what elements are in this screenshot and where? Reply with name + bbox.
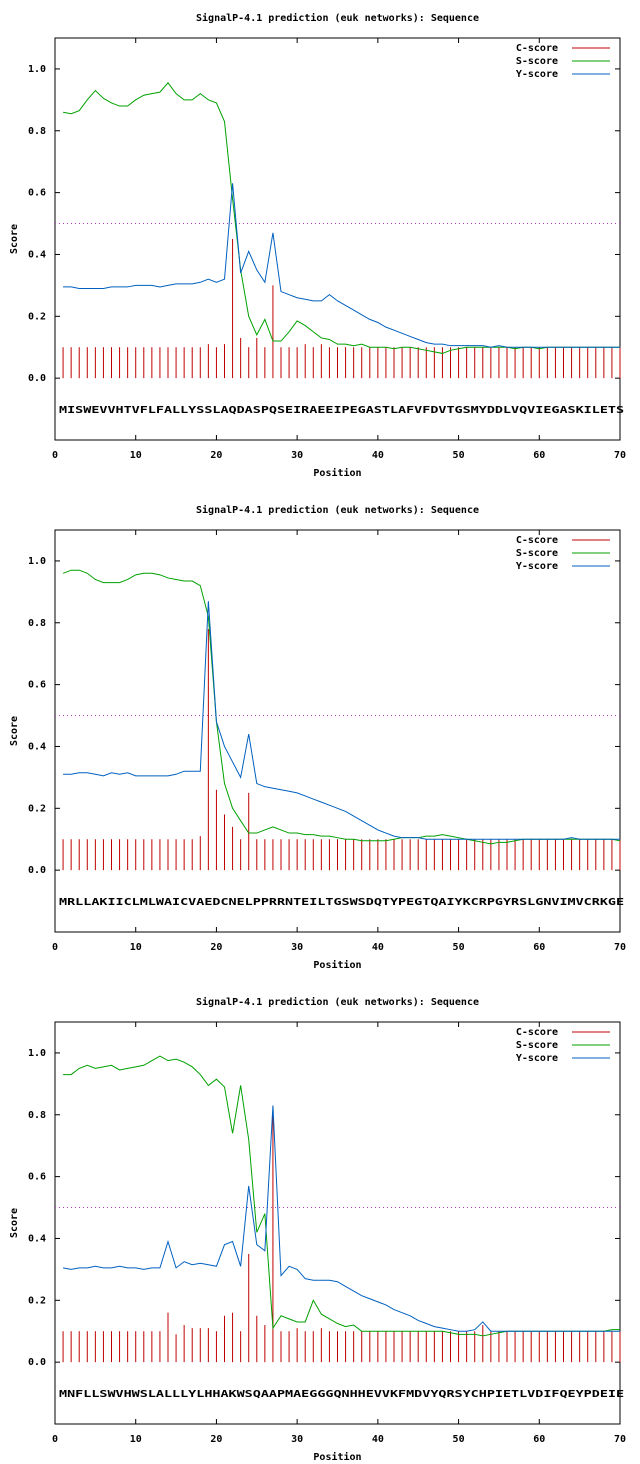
plot-frame <box>54 37 621 441</box>
x-tick-label: 10 <box>130 450 142 461</box>
legend-label: C-score <box>516 535 558 546</box>
legend-label: Y-score <box>516 69 558 80</box>
x-axis-label: Position <box>313 467 361 479</box>
x-tick-label: 30 <box>291 450 303 461</box>
x-tick-label: 70 <box>614 942 626 953</box>
legend-label: C-score <box>516 43 558 54</box>
x-tick-label: 70 <box>614 1434 626 1445</box>
score-line <box>62 569 621 845</box>
score-line <box>62 1105 620 1332</box>
sequence: MNFLLSWVHWSLALLLYLHHAKWSQAAPMAEGGGQNHHEV… <box>59 1389 624 1400</box>
legend-label: S-score <box>516 1040 558 1051</box>
chart-title: SignalP-4.1 prediction (euk networks): S… <box>196 504 479 516</box>
legend-label: Y-score <box>516 1053 558 1064</box>
x-tick-label: 0 <box>52 450 58 461</box>
y-tick-label: 1.0 <box>28 64 46 75</box>
y-tick-label: 0.8 <box>28 126 46 137</box>
y-tick-label: 0.0 <box>28 865 46 876</box>
x-tick-label: 20 <box>210 942 222 953</box>
y-tick-label: 0.6 <box>28 680 46 691</box>
x-tick-label: 30 <box>291 942 303 953</box>
plot-frame <box>54 1021 621 1425</box>
x-tick-label: 20 <box>210 1434 222 1445</box>
y-axis-label: Score <box>9 1208 20 1238</box>
score-line <box>63 601 620 840</box>
sequence: MISWEVVHTVFLFALLYSSLAQDASPQSEIRAEEIPEGAS… <box>59 405 624 416</box>
y-tick-label: 0.4 <box>28 249 46 260</box>
x-tick-label: 40 <box>372 1434 384 1445</box>
y-tick-label: 0.4 <box>28 1233 46 1244</box>
y-tick-label: 1.0 <box>28 556 46 567</box>
y-tick-label: 0.6 <box>28 1172 46 1183</box>
plot-frame <box>54 529 621 933</box>
legend-label: Y-score <box>516 561 558 572</box>
x-tick-label: 10 <box>130 942 142 953</box>
y-tick-label: 0.0 <box>28 1357 46 1368</box>
y-tick-label: 0.8 <box>28 618 46 629</box>
score-line <box>63 183 620 348</box>
x-axis-label: Position <box>313 959 361 971</box>
y-axis-label: Score <box>9 224 20 254</box>
y-tick-label: 0.6 <box>28 188 46 199</box>
sequence: MRLLAKIICLMLWAICVAEDCNELPPRRNTEILTGSWSDQ… <box>59 897 624 908</box>
x-tick-label: 0 <box>52 1434 58 1445</box>
y-tick-label: 0.2 <box>28 803 46 814</box>
y-tick-label: 0.0 <box>28 373 46 384</box>
score-line <box>63 1055 620 1337</box>
y-tick-label: 1.0 <box>28 1048 46 1059</box>
y-tick-label: 0.2 <box>28 311 46 322</box>
x-tick-label: 60 <box>533 942 545 953</box>
x-tick-label: 40 <box>372 942 384 953</box>
y-axis-label: Score <box>9 716 20 746</box>
x-tick-label: 30 <box>291 1434 303 1445</box>
y-tick-label: 0.2 <box>28 1295 46 1306</box>
y-tick-label: 0.4 <box>28 741 46 752</box>
x-axis-label: Position <box>313 1451 361 1463</box>
x-tick-label: 60 <box>533 1434 545 1445</box>
legend-label: S-score <box>516 56 558 67</box>
x-tick-label: 50 <box>453 942 465 953</box>
x-tick-label: 50 <box>453 450 465 461</box>
x-tick-label: 20 <box>210 450 222 461</box>
score-line <box>62 82 620 354</box>
x-tick-label: 10 <box>130 1434 142 1445</box>
chart-title: SignalP-4.1 prediction (euk networks): S… <box>196 996 479 1008</box>
x-tick-label: 0 <box>52 942 58 953</box>
legend-label: C-score <box>516 1027 558 1038</box>
legend-label: S-score <box>516 548 558 559</box>
y-tick-label: 0.8 <box>28 1110 46 1121</box>
x-tick-label: 60 <box>533 450 545 461</box>
x-tick-label: 70 <box>614 450 626 461</box>
x-tick-label: 40 <box>372 450 384 461</box>
x-tick-label: 50 <box>453 1434 465 1445</box>
chart-title: SignalP-4.1 prediction (euk networks): S… <box>196 12 479 24</box>
